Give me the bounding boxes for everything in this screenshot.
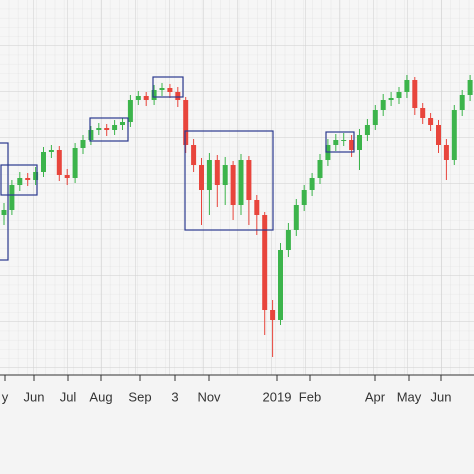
candle-body	[151, 90, 157, 100]
axis-background	[0, 376, 474, 474]
candle-body	[183, 100, 189, 145]
candle-body	[135, 96, 141, 100]
candle-body	[191, 145, 197, 165]
candle-body	[364, 125, 370, 135]
candle-body	[278, 250, 283, 320]
highlight-box	[152, 76, 184, 98]
candle-body	[222, 165, 228, 185]
x-tick-label: May	[397, 389, 422, 404]
candle-body	[301, 190, 307, 205]
candle-body	[238, 160, 244, 205]
candle-body	[341, 140, 347, 141]
candle-body	[72, 148, 78, 178]
x-tick-label: Sep	[128, 389, 151, 404]
candle-body	[293, 205, 299, 230]
candle-body	[104, 128, 110, 130]
highlight-box	[184, 130, 274, 231]
candle-body	[159, 88, 165, 90]
candle-body	[436, 125, 441, 145]
candle-body	[167, 88, 173, 92]
candle-body	[309, 178, 315, 190]
candle-body	[317, 160, 323, 178]
candle-body	[254, 200, 260, 215]
candle-body	[467, 80, 473, 95]
x-tick-label: 2019	[263, 389, 292, 404]
candle-body	[175, 92, 181, 100]
candle-body	[112, 125, 118, 130]
x-tick-label: Aug	[89, 389, 112, 404]
candle-body	[120, 122, 125, 125]
candle-body	[56, 150, 62, 175]
candle-body	[41, 152, 46, 172]
candle-body	[459, 95, 465, 110]
candle-body	[443, 145, 449, 160]
candle-body	[451, 110, 457, 160]
highlight-box	[89, 117, 129, 142]
x-tick-label: Nov	[197, 389, 221, 404]
candle-body	[64, 175, 70, 178]
candle-body	[143, 96, 149, 100]
highlight-boxes	[0, 76, 355, 261]
candle-body	[25, 178, 31, 180]
x-tick-label: Jul	[60, 389, 77, 404]
candle-body	[33, 172, 39, 180]
candle-body	[127, 100, 133, 122]
candle-body	[199, 165, 204, 190]
candle-body	[412, 80, 418, 108]
highlight-box	[0, 142, 9, 261]
x-tick-label: Jun	[431, 389, 452, 404]
x-tick-label: Apr	[365, 389, 386, 404]
candle-body	[206, 160, 212, 190]
candle-body	[9, 185, 15, 210]
candle-body	[246, 160, 252, 200]
candle-body	[396, 92, 402, 98]
x-tick-label: y	[2, 389, 9, 404]
candle-body	[96, 128, 102, 130]
x-tick-label: 3	[171, 389, 178, 404]
candle-body	[230, 165, 236, 205]
candle-body	[428, 118, 434, 125]
candle-body	[1, 210, 7, 215]
x-tick-label: Feb	[299, 389, 321, 404]
highlight-box	[325, 131, 355, 153]
candle-body	[17, 178, 23, 185]
candle-body	[357, 135, 362, 150]
candle-body	[80, 140, 86, 148]
highlight-box	[0, 164, 38, 196]
candle-body	[380, 100, 386, 110]
major-grid	[0, 0, 474, 375]
candle-body	[372, 110, 378, 125]
candle-body	[404, 80, 410, 92]
candle-body	[270, 310, 276, 320]
candle-body	[333, 140, 339, 145]
candle-body	[262, 215, 268, 310]
candle-body	[214, 160, 220, 185]
candle-body	[48, 150, 54, 152]
candle-body	[88, 130, 94, 140]
candle-body	[420, 108, 426, 118]
candle-body	[349, 140, 355, 150]
candle-body	[388, 98, 394, 100]
x-tick-label: Jun	[24, 389, 45, 404]
candle-body	[285, 230, 291, 250]
